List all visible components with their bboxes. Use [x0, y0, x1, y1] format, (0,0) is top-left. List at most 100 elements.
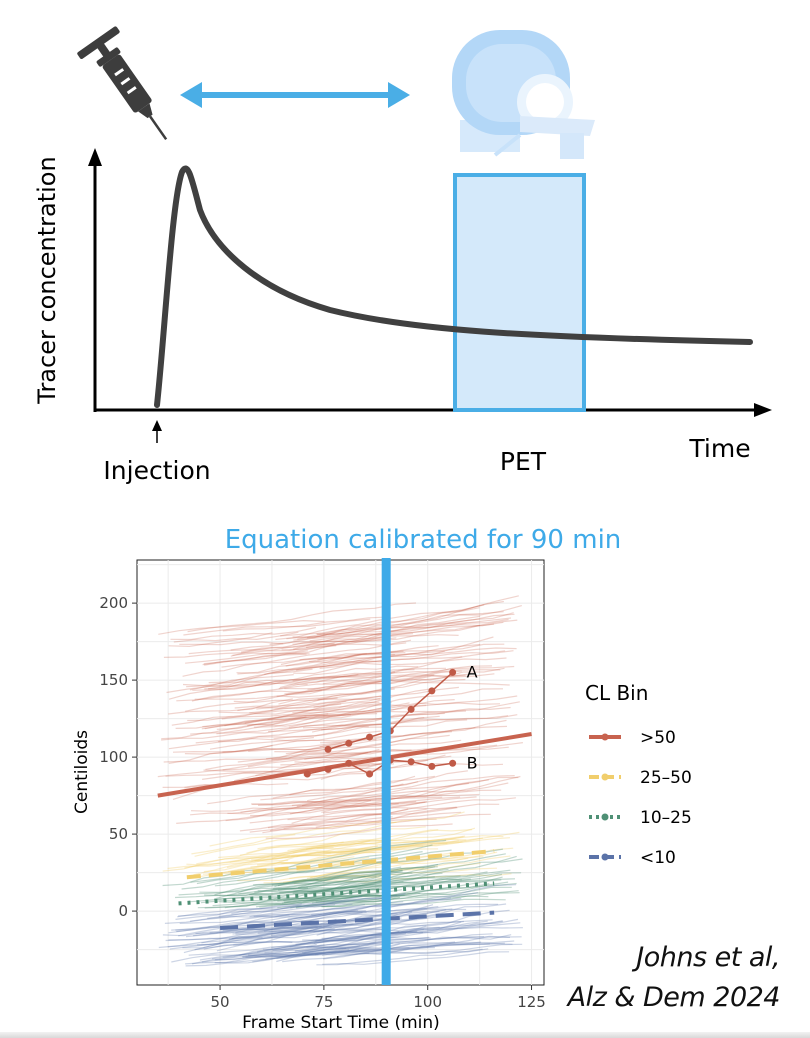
trajectory-line: [271, 922, 521, 949]
trajectory-line: [184, 859, 289, 869]
trajectory-line: [186, 855, 291, 866]
trajectory-line: [176, 689, 322, 702]
trajectory-line: [183, 618, 371, 636]
citation: Johns et al, Alz & Dem 2024: [520, 938, 781, 1018]
trajectory-line: [224, 893, 371, 909]
pet-scanner-icon: [452, 30, 595, 159]
trajectory-line: [297, 853, 506, 889]
trajectory-line: [322, 801, 428, 814]
trajectory-line: [205, 727, 476, 771]
trajectory-line: [251, 840, 459, 861]
trajectory-line: [292, 669, 501, 682]
pet-label: PET: [500, 447, 547, 476]
trajectory-line: [256, 903, 507, 953]
trajectory-line: [176, 925, 322, 933]
highlight-label: B: [467, 753, 478, 772]
legend-key-point: [601, 733, 609, 741]
trajectory-line: [188, 930, 418, 956]
trajectory-line: [190, 713, 378, 735]
trajectory-line: [306, 940, 515, 948]
trajectory-line: [182, 680, 308, 687]
legend-label: 25–50: [640, 768, 692, 788]
trajectory-line: [242, 942, 513, 959]
trajectory-line: [274, 739, 462, 753]
highlight-point: [345, 739, 353, 747]
trajectory-line: [249, 878, 354, 896]
trajectory-line: [315, 926, 523, 942]
trajectory-line: [208, 671, 396, 690]
trajectory-line: [292, 637, 397, 645]
trajectory-line: [219, 883, 490, 904]
trajectory-line: [175, 895, 363, 920]
trajectory-line: [179, 641, 284, 646]
trajectory-line: [204, 650, 308, 666]
trajectory-line: [245, 948, 350, 958]
trajectory-line: [260, 770, 468, 801]
trajectory-line: [270, 916, 438, 936]
trajectory-line: [316, 611, 504, 636]
trajectory-line: [175, 707, 384, 729]
trajectory-line: [227, 796, 477, 815]
trajectory-line: [168, 665, 419, 700]
trajectory-line: [308, 647, 517, 664]
trajectory-line: [284, 673, 472, 695]
trajectory-line: [170, 626, 317, 641]
trajectory-line: [242, 947, 347, 958]
trajectory-line: [285, 665, 515, 696]
trajectory-line: [254, 878, 462, 893]
trajectory-line: [197, 899, 323, 909]
legend-key-point: [601, 813, 609, 821]
trajectory-line: [166, 654, 395, 694]
trajectory-line: [195, 901, 404, 935]
trajectory-line: [291, 803, 500, 824]
trajectory-line: [289, 775, 435, 796]
trajectory-line: [321, 715, 509, 731]
trajectory-line: [185, 920, 373, 938]
trajectory-line: [285, 731, 453, 755]
highlight-point: [366, 770, 374, 778]
chart-ylabel: Centiloids: [72, 730, 92, 814]
trajectory-line: [267, 882, 517, 901]
trajectory-line: [277, 898, 506, 909]
trajectory-line: [204, 702, 392, 730]
trajectory-line: [262, 936, 429, 950]
trajectory-line: [230, 642, 335, 657]
trajectory-line: [289, 776, 519, 815]
trajectory-line: [311, 892, 520, 904]
trajectory-line: [239, 925, 427, 956]
trajectory-line: [171, 701, 380, 726]
trajectory-line: [194, 811, 465, 857]
x-tick-label: 125: [517, 993, 546, 1011]
trajectory-line: [295, 920, 504, 945]
highlight-point: [324, 745, 332, 753]
trajectory-line: [196, 847, 384, 878]
trajectory-line: [173, 631, 299, 643]
trajectory-line: [265, 952, 370, 960]
trajectory-line: [315, 876, 503, 903]
trajectory-line: [190, 870, 316, 883]
trajectory-line: [316, 948, 483, 966]
trajectory-line: [167, 941, 293, 948]
highlight-point: [449, 759, 457, 767]
trajectory-line: [177, 903, 302, 918]
fit-line: [186, 849, 495, 880]
trajectory-line: [276, 942, 505, 959]
bottom-bar: [0, 1032, 810, 1038]
highlight-point: [428, 762, 436, 770]
syringe-icon: [77, 26, 168, 141]
trajectory-line: [279, 667, 447, 689]
trajectory-line: [185, 652, 310, 664]
trajectory-line: [280, 618, 509, 637]
trajectory-line: [218, 826, 426, 859]
trajectory-line: [290, 890, 519, 909]
trajectory-line: [301, 779, 489, 807]
trajectory-line: [168, 737, 377, 750]
trajectory-line: [202, 718, 390, 728]
trajectory-line: [295, 892, 421, 908]
legend-label: >50: [640, 728, 676, 748]
trajectory-line: [168, 632, 273, 648]
trajectory-line: [294, 920, 503, 952]
chart-xlabel: Frame Start Time (min): [242, 1013, 440, 1033]
trajectory-line: [196, 838, 467, 865]
trajectory-line: [162, 839, 371, 872]
